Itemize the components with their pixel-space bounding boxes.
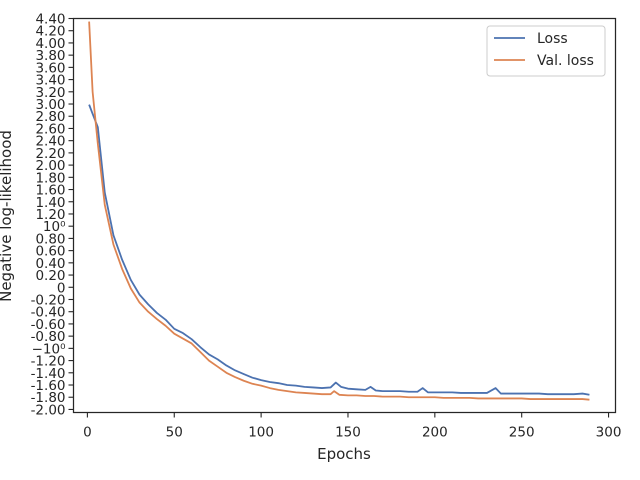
y-tick-label-4: 3.60: [35, 60, 65, 76]
y-tick-label-23: -0.20: [31, 292, 66, 308]
y-tick-label-32: -2.00: [31, 402, 66, 418]
y-tick-label-30: -1.60: [31, 378, 66, 394]
series-line-loss: [88, 104, 590, 396]
y-tick-label-25: -0.60: [31, 317, 66, 333]
y-tick-label-27: −10⁰: [32, 341, 66, 357]
y-tick-label-13: 1.80: [35, 170, 65, 186]
series-line-val-loss: [88, 21, 590, 401]
y-tick-label-17: 10⁰: [43, 219, 66, 235]
x-tick-label-6: 300: [596, 425, 622, 441]
x-axis-ticks: 0 50 100 150 200 250 300: [83, 412, 622, 441]
x-tick-label-5: 250: [509, 425, 535, 441]
x-tick-label-1: 50: [166, 425, 183, 441]
y-tick-label-3: 3.80: [35, 48, 65, 64]
y-tick-label-14: 1.60: [35, 183, 65, 199]
y-tick-label-18: 0.80: [35, 231, 65, 247]
y-tick-label-15: 1.40: [35, 195, 65, 211]
y-tick-label-20: 0.40: [35, 256, 65, 272]
y-tick-label-28: -1.20: [31, 354, 66, 370]
x-tick-label-2: 100: [248, 425, 274, 441]
plot-frame: [72, 17, 617, 414]
y-tick-label-22: 0: [57, 280, 66, 296]
y-tick-label-2: 4.00: [35, 36, 65, 52]
x-axis-label: Epochs: [317, 445, 371, 463]
legend-label-loss: Loss: [537, 31, 568, 47]
x-tick-label-3: 150: [335, 425, 361, 441]
y-tick-label-29: -1.40: [31, 366, 66, 382]
y-tick-label-8: 2.80: [35, 109, 65, 125]
y-tick-label-9: 2.60: [35, 121, 65, 137]
legend: Loss Val. loss: [486, 25, 606, 77]
y-tick-label-0: 4.40: [35, 12, 65, 28]
y-tick-label-26: -0.80: [31, 329, 66, 345]
y-tick-label-11: 2.20: [35, 146, 65, 162]
x-tick-label-0: 0: [83, 425, 92, 441]
x-tick-label-4: 200: [422, 425, 448, 441]
y-tick-label-5: 3.40: [35, 73, 65, 89]
y-tick-label-21: 0.20: [35, 268, 65, 284]
y-axis-label: Negative log-likelihood: [0, 130, 15, 302]
y-tick-label-19: 0.60: [35, 244, 65, 260]
legend-label-val-loss: Val. loss: [537, 53, 594, 69]
y-tick-label-31: -1.80: [31, 390, 66, 406]
y-tick-label-7: 3.00: [35, 97, 65, 113]
y-tick-label-16: 1.20: [35, 207, 65, 223]
y-tick-label-10: 2.40: [35, 134, 65, 150]
y-tick-label-1: 4.20: [35, 24, 65, 40]
series-layer: [88, 21, 590, 401]
y-tick-label-12: 2.00: [35, 158, 65, 174]
y-tick-label-24: -0.40: [31, 305, 66, 321]
y-axis-ticks: 4.404.204.003.803.603.403.203.002.802.60…: [31, 12, 74, 418]
y-tick-label-6: 3.20: [35, 85, 65, 101]
